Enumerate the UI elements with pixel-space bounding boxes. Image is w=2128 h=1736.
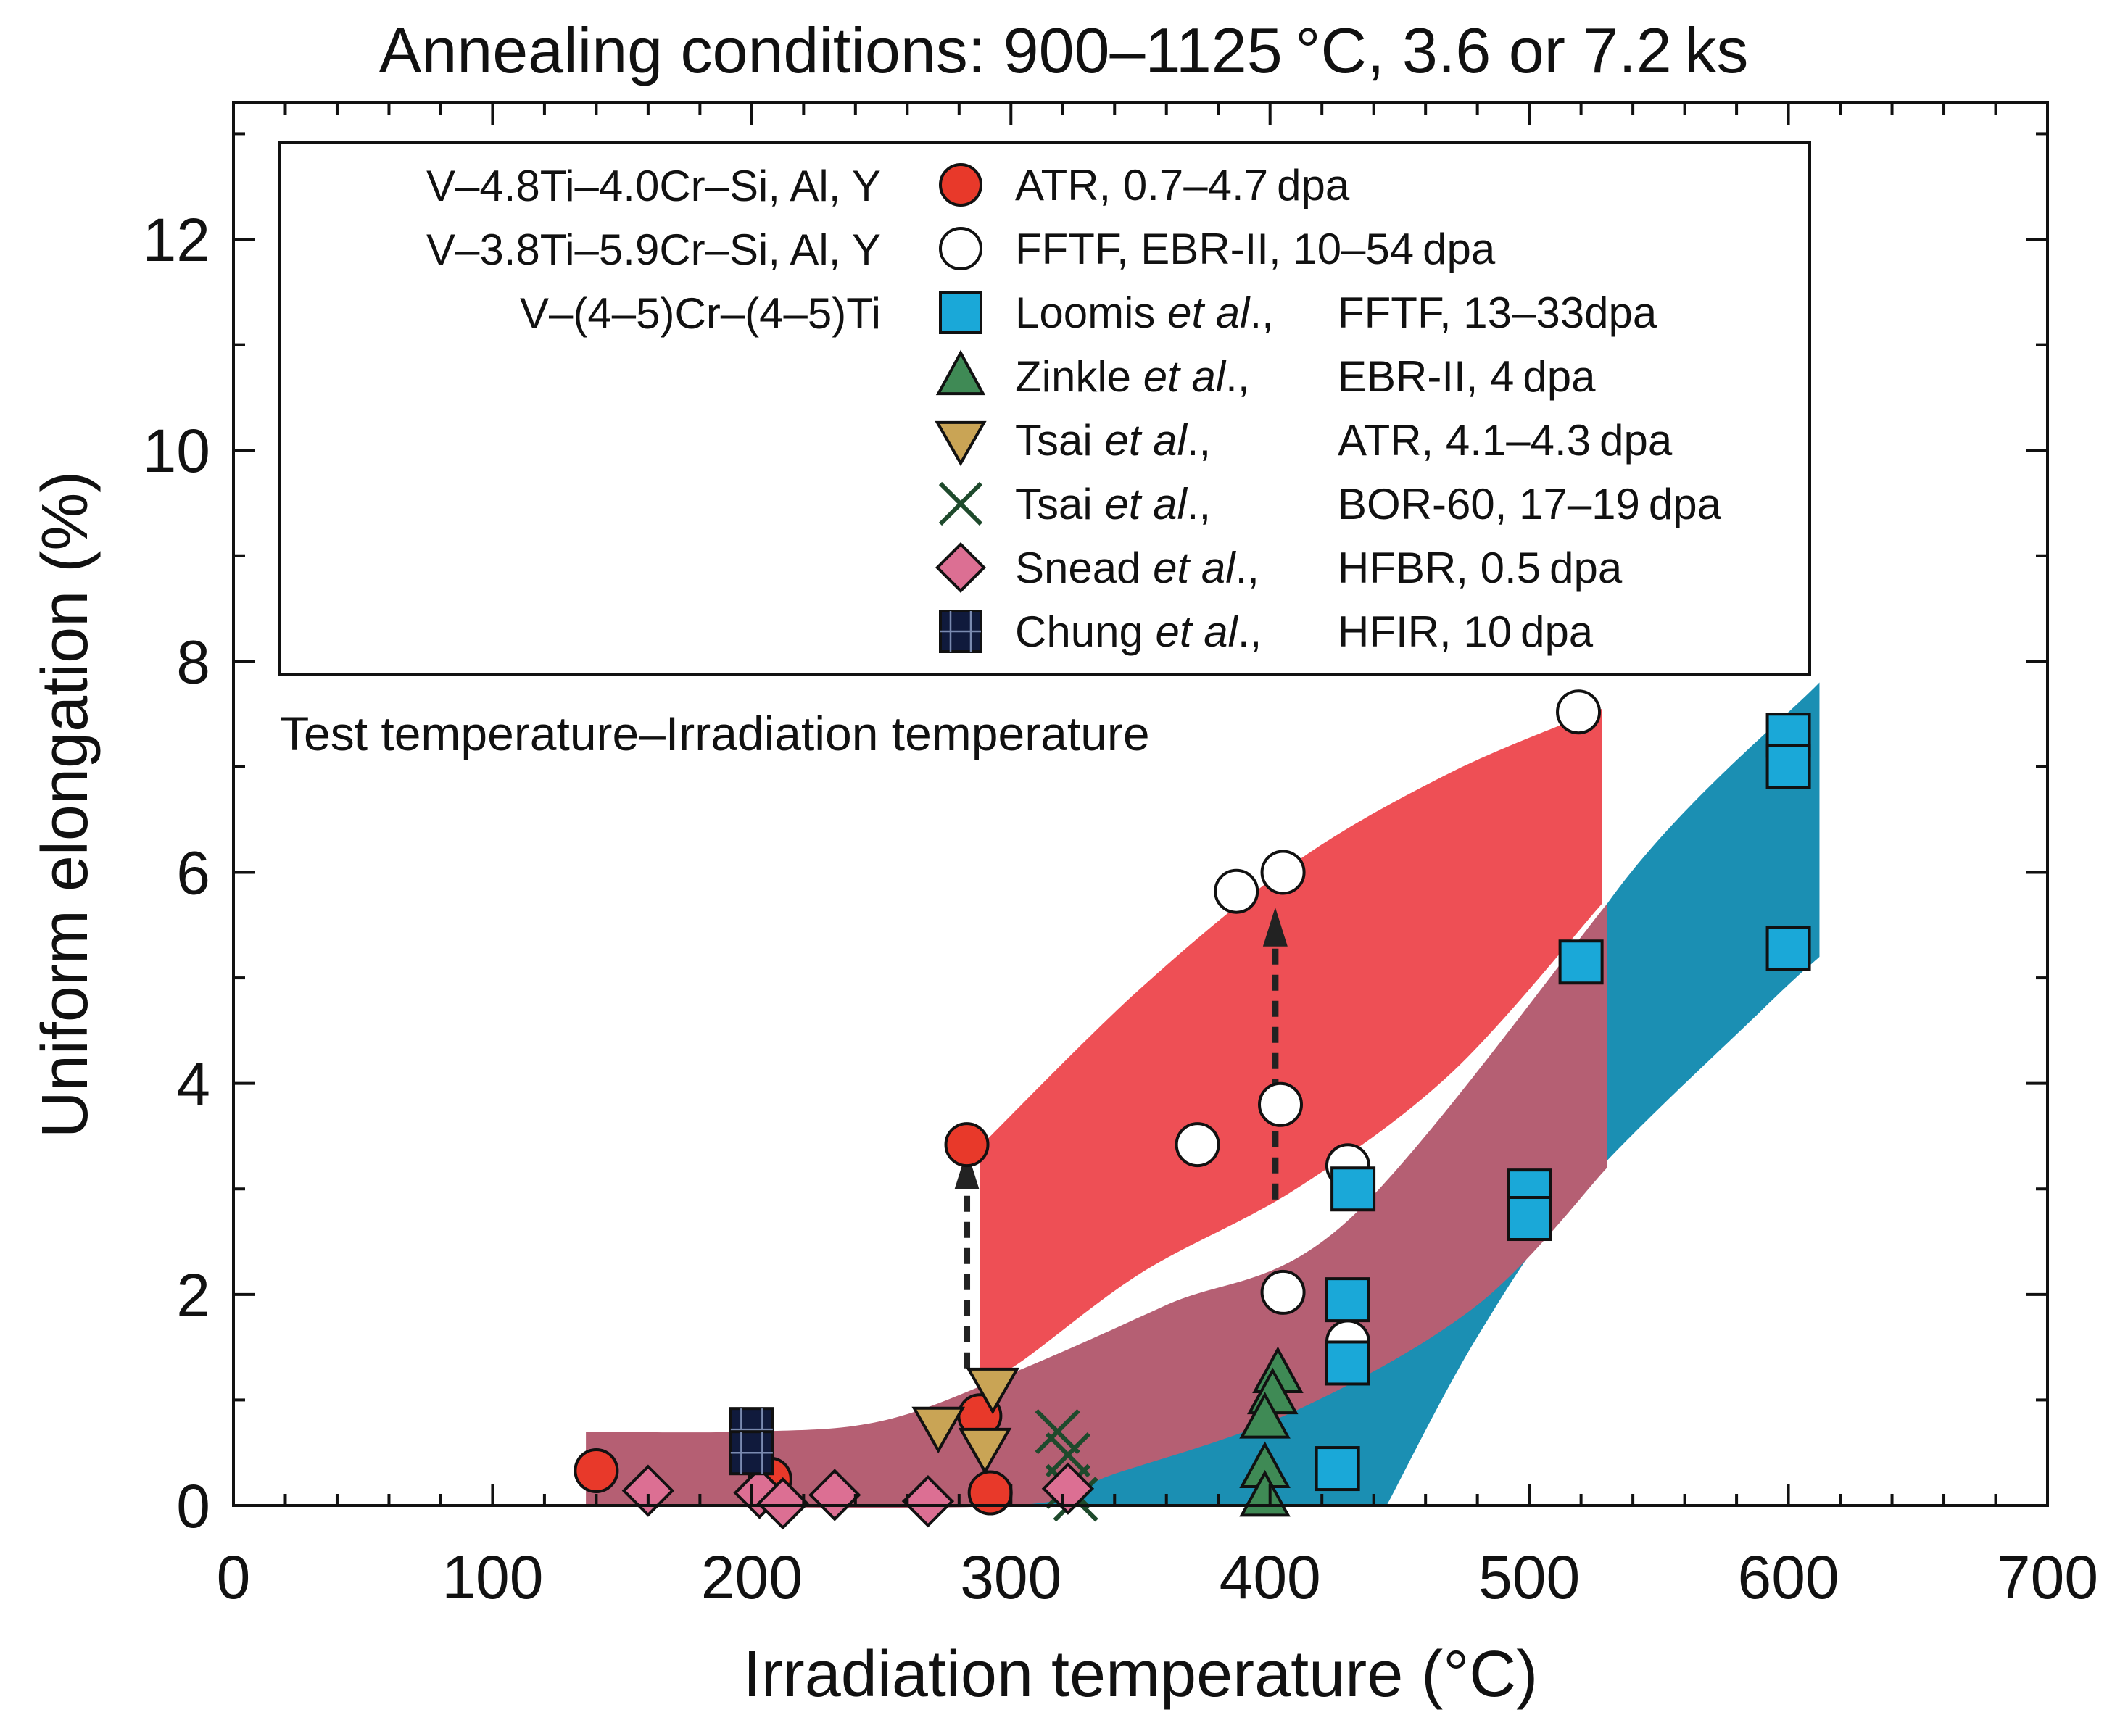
x-tick-label-300: 300 xyxy=(960,1543,1061,1611)
x-tick-label-200: 200 xyxy=(701,1543,803,1611)
legend-marker-chung xyxy=(939,610,982,653)
legend-marker-tsai_atr xyxy=(935,420,987,467)
loomis-point-7 xyxy=(1507,1196,1552,1242)
snead-point-4 xyxy=(808,1469,861,1521)
annotation-test-temperature: Test temperature–Irradiation temperature xyxy=(280,707,1150,760)
snead-point-6 xyxy=(1041,1462,1095,1515)
legend-label-zinkle: Zinkle et al., xyxy=(1015,352,1250,401)
tsai_bor-point-1 xyxy=(1035,1408,1080,1455)
tsai_atr-point-3 xyxy=(958,1427,1012,1475)
fftf-point-2 xyxy=(1214,868,1259,914)
fftf-point-4 xyxy=(1258,1081,1304,1127)
fftf-point-6 xyxy=(1260,1269,1306,1315)
arrow-head-1 xyxy=(954,1150,980,1189)
snead-point-5 xyxy=(901,1474,955,1528)
chung-point-2-grid xyxy=(730,1432,773,1474)
x-tick-label-600: 600 xyxy=(1737,1543,1839,1611)
plot-frame xyxy=(232,101,2049,1507)
tsai_atr-point-2 xyxy=(911,1406,966,1454)
x-tick-label-100: 100 xyxy=(442,1543,543,1611)
legend-label-loomis: Loomis et al., xyxy=(1015,288,1274,337)
legend-marker-zinkle xyxy=(935,349,986,396)
legend-marker-fftf xyxy=(939,227,982,270)
y-tick-label-10: 10 xyxy=(143,417,210,485)
y-tick-label-12: 12 xyxy=(143,206,210,274)
y-axis-label: Uniform elongation (%) xyxy=(29,471,102,1138)
legend-reactor-snead: HFBR, 0.5 dpa xyxy=(1338,544,1623,592)
axis-ticks: 0 100 200 300 400 500 600 700 0 2 4 6 8 10 12 xyxy=(143,103,2098,1611)
band-red-band xyxy=(980,708,1602,1376)
legend: V–4.8Ti–4.0Cr–Si, Al, Y V–3.8Ti–5.9Cr–Si… xyxy=(278,141,1811,676)
legend-alloy-3: V–(4–5)Cr–(4–5)Ti xyxy=(520,289,881,338)
loomis-point-10 xyxy=(1765,926,1811,971)
legend-label-tsai_atr: Tsai et al., xyxy=(1015,416,1211,465)
legend-label-fftf: FFTF, EBR-II, 10–54 dpa xyxy=(1015,225,1496,273)
loomis-point-1 xyxy=(1330,1166,1376,1212)
legend-label-chung: Chung et al., xyxy=(1015,607,1262,656)
atr-point-5 xyxy=(967,1470,1013,1516)
fftf-point-1 xyxy=(1175,1122,1220,1168)
chart-title: Annealing conditions: 900–1125 °C, 3.6 o… xyxy=(379,14,1749,86)
legend-reactor-tsai_atr: ATR, 4.1–4.3 dpa xyxy=(1338,416,1673,465)
y-tick-label-4: 4 xyxy=(176,1050,210,1118)
legend-marker-atr xyxy=(939,163,982,207)
legend-label-atr: ATR, 0.7–4.7 dpa xyxy=(1015,161,1350,209)
arrows xyxy=(954,907,1288,1369)
legend-reactor-chung: HFIR, 10 dpa xyxy=(1338,607,1594,656)
loomis-point-2 xyxy=(1325,1277,1370,1323)
loomis-point-4 xyxy=(1315,1446,1360,1492)
y-tick-label-6: 6 xyxy=(176,839,210,908)
legend-marker-loomis xyxy=(939,291,982,334)
snead-point-1 xyxy=(621,1464,675,1517)
fftf-point-3 xyxy=(1260,850,1306,895)
atr-point-1 xyxy=(574,1448,619,1493)
zinkle-point-3 xyxy=(1239,1392,1291,1439)
legend-marker-chung-grid xyxy=(940,611,981,652)
chung-point-1 xyxy=(729,1407,774,1453)
y-tick-label-0: 0 xyxy=(176,1472,210,1540)
atr-point-3 xyxy=(944,1122,990,1168)
x-tick-label-500: 500 xyxy=(1478,1543,1580,1611)
chung-point-2 xyxy=(729,1430,774,1476)
legend-marker-tsai_bor xyxy=(938,481,983,526)
y-tick-label-2: 2 xyxy=(176,1261,210,1329)
legend-alloy-1: V–4.8Ti–4.0Cr–Si, Al, Y xyxy=(426,162,881,210)
legend-marker-snead xyxy=(935,541,987,594)
legend-reactor-loomis: FFTF, 13–33dpa xyxy=(1338,288,1657,337)
x-axis-label: Irradiation temperature (°C) xyxy=(743,1638,1538,1711)
x-tick-label-400: 400 xyxy=(1220,1543,1321,1611)
loomis-point-9 xyxy=(1765,744,1811,789)
fftf-point-8 xyxy=(1556,689,1602,735)
legend-reactor-zinkle: EBR-II, 4 dpa xyxy=(1338,352,1596,401)
legend-alloy-2: V–3.8Ti–5.9Cr–Si, Al, Y xyxy=(426,225,881,274)
x-tick-label-700: 700 xyxy=(1997,1543,2098,1611)
tsai_atr-point-1 xyxy=(966,1367,1020,1415)
legend-box xyxy=(278,141,1811,676)
legend-label-snead: Snead et al., xyxy=(1015,544,1259,592)
loomis-point-5 xyxy=(1558,939,1604,985)
arrow-head-2 xyxy=(1262,907,1288,947)
loomis-point-3 xyxy=(1325,1340,1370,1386)
data-markers xyxy=(574,689,1811,1530)
legend-reactor-tsai_bor: BOR-60, 17–19 dpa xyxy=(1338,480,1722,528)
tsai_bor-point-2 xyxy=(1045,1432,1091,1478)
x-tick-label-0: 0 xyxy=(217,1543,251,1611)
snead-point-3 xyxy=(756,1477,809,1530)
legend-label-tsai_bor: Tsai et al., xyxy=(1015,480,1211,528)
y-tick-label-8: 8 xyxy=(176,628,210,696)
